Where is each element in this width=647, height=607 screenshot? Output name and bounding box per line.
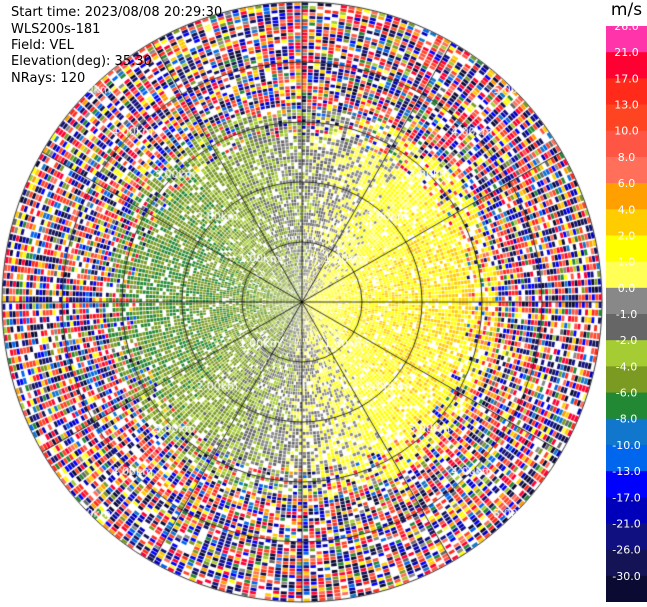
colorbar-swatch (606, 314, 647, 341)
colorbar-swatch (606, 104, 647, 132)
colorbar-swatch (606, 523, 647, 551)
colorbar-swatch (606, 26, 647, 53)
colorbar-swatch (606, 471, 647, 498)
colorbar-swatch (606, 287, 647, 315)
colorbar-swatch (606, 209, 647, 236)
colorbar-tick-label: 13.0 (614, 99, 639, 112)
colorbar-tick-label: -2.0 (616, 334, 637, 347)
colorbar-tick-label: 4.0 (618, 203, 636, 216)
colorbar-tick-label: 10.0 (614, 125, 639, 138)
start-time-label: Start time: 2023/08/08 20:29:30 (11, 5, 223, 20)
colorbar-swatch (606, 392, 647, 420)
colorbar-tick-label: 8.0 (618, 151, 636, 164)
colorbar-swatch (606, 78, 647, 106)
colorbar-swatch (606, 183, 647, 210)
colorbar-swatch (606, 340, 647, 367)
colorbar-tick-label: 26.0 (614, 26, 639, 33)
instrument-label: WLS200s-181 (11, 22, 101, 37)
colorbar-unit: m/s (610, 0, 643, 20)
colorbar-swatch (606, 549, 647, 577)
colorbar-tick-label: -13.0 (612, 465, 640, 478)
colorbar-tick-label: -10.0 (612, 439, 640, 452)
colorbar-swatch (606, 444, 647, 472)
colorbar-swatch (606, 575, 647, 602)
colorbar-tick-label: -8.0 (616, 413, 637, 426)
colorbar-swatch (606, 52, 647, 79)
colorbar-tick-label: 1.0 (618, 256, 636, 269)
colorbar-swatch (606, 418, 647, 446)
colorbar-tick-label: -21.0 (612, 517, 640, 530)
colorbar-tick-label: -26.0 (612, 544, 640, 557)
colorbar-tick-label: -1.0 (616, 308, 637, 321)
nrays-label: NRays: 120 (11, 71, 86, 86)
colorbar-tick-label: -4.0 (616, 360, 637, 373)
colorbar-swatch (606, 366, 647, 394)
colorbar-tick-label: 2.0 (618, 229, 636, 242)
velocity-colorbar: 26.0 21.0 17.0 13.0 10.0 8.0 6.0 4.0 2.0 1.0 0.0 -1… (606, 26, 647, 602)
colorbar-swatch (606, 156, 647, 184)
colorbar-swatch (606, 235, 647, 263)
field-label: Field: VEL (11, 38, 74, 53)
colorbar-tick-label: -30.0 (612, 570, 640, 583)
colorbar-swatch (606, 130, 647, 158)
colorbar-swatch (606, 261, 647, 289)
ppi-velocity-plot (0, 0, 607, 607)
colorbar-tick-label: 6.0 (618, 177, 636, 190)
colorbar-tick-label: 0.0 (618, 282, 636, 295)
colorbar-swatch (606, 497, 647, 524)
colorbar-tick-label: -6.0 (616, 387, 637, 400)
colorbar-tick-label: 17.0 (614, 72, 639, 85)
colorbar-tick-label: 21.0 (614, 46, 639, 59)
elevation-label: Elevation(deg): 35.30 (11, 54, 152, 69)
colorbar-tick-label: -17.0 (612, 491, 640, 504)
